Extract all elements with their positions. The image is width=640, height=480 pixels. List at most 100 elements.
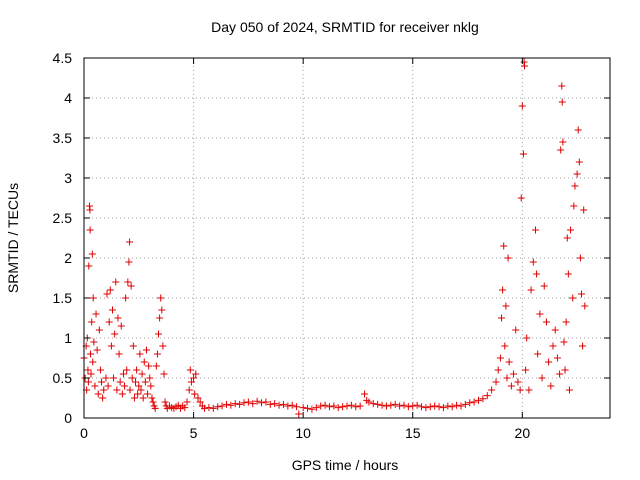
data-point (308, 405, 316, 413)
y-tick-label: 2.5 (53, 210, 73, 226)
data-point (565, 386, 573, 394)
data-point (135, 382, 143, 390)
data-point (547, 382, 555, 390)
data-point (391, 400, 399, 408)
data-point (205, 404, 213, 412)
data-point (275, 401, 283, 409)
data-point (84, 366, 92, 374)
x-tick-label: 20 (515, 425, 531, 441)
data-point (560, 338, 568, 346)
data-point (271, 400, 279, 408)
data-point (330, 402, 338, 410)
data-point (108, 306, 116, 314)
data-point (295, 410, 303, 418)
data-point (231, 400, 239, 408)
data-point (151, 404, 159, 412)
y-tick-label: 4.5 (53, 50, 73, 66)
data-point (140, 358, 148, 366)
data-point (534, 350, 542, 358)
data-point (137, 386, 145, 394)
data-point (158, 306, 166, 314)
data-point (99, 394, 107, 402)
data-point (126, 386, 134, 394)
data-point (90, 338, 98, 346)
data-point (564, 270, 572, 278)
data-point (181, 404, 189, 412)
data-point (155, 330, 163, 338)
y-tick-label: 1.5 (53, 290, 73, 306)
y-tick-label: 0 (64, 410, 72, 426)
data-point (95, 326, 103, 334)
data-point (488, 386, 496, 394)
data-point (556, 370, 564, 378)
data-point (516, 386, 524, 394)
data-point (110, 374, 118, 382)
x-tick-label: 10 (295, 425, 311, 441)
data-point (396, 402, 404, 410)
data-point (558, 98, 566, 106)
data-point (293, 403, 301, 411)
data-point (92, 310, 100, 318)
data-point (494, 366, 502, 374)
data-point (581, 302, 589, 310)
data-point (499, 286, 507, 294)
data-point (525, 386, 533, 394)
y-tick-label: 3 (64, 170, 72, 186)
data-point (86, 226, 94, 234)
data-point (426, 403, 434, 411)
x-tick-labels: 0 5 10 15 20 (80, 425, 530, 441)
data-point (91, 382, 99, 390)
x-tick-label: 5 (190, 425, 198, 441)
data-point (504, 254, 512, 262)
data-point (115, 350, 123, 358)
data-point (492, 378, 500, 386)
data-point (190, 374, 198, 382)
data-point (502, 302, 510, 310)
data-point (571, 182, 579, 190)
data-point (404, 403, 412, 411)
data-point (132, 378, 140, 386)
data-point (562, 318, 570, 326)
grid-lines (84, 58, 610, 418)
data-point (138, 370, 146, 378)
data-point (579, 342, 587, 350)
x-tick-label: 15 (405, 425, 421, 441)
data-point (187, 378, 195, 386)
data-point (100, 386, 108, 394)
data-point (104, 382, 112, 390)
data-point (361, 390, 369, 398)
data-point (196, 398, 204, 406)
data-point (125, 258, 133, 266)
data-point (519, 150, 527, 158)
data-point (413, 401, 421, 409)
data-point (128, 374, 136, 382)
data-point (88, 250, 96, 258)
data-point (321, 401, 329, 409)
data-point (249, 400, 257, 408)
data-point (557, 146, 565, 154)
data-point (517, 194, 525, 202)
chart-title: Day 050 of 2024, SRMTID for receiver nkl… (211, 19, 479, 35)
data-point (507, 382, 515, 390)
data-point (107, 342, 115, 350)
data-point (475, 396, 482, 404)
data-point (343, 402, 351, 410)
data-point (144, 390, 152, 398)
data-point (288, 401, 296, 409)
data-point (435, 403, 443, 411)
data-point (103, 290, 111, 298)
data-point (192, 370, 200, 378)
data-point (183, 398, 191, 406)
data-point (194, 394, 202, 402)
data-point (518, 102, 526, 110)
data-point (116, 378, 124, 386)
data-point (96, 366, 104, 374)
data-point (227, 401, 235, 409)
y-tick-label: 2 (64, 250, 72, 266)
data-point (496, 354, 504, 362)
data-point (448, 403, 456, 411)
data-point (312, 404, 320, 412)
data-point (85, 262, 93, 270)
data-point (514, 378, 522, 386)
data-point (382, 402, 390, 410)
